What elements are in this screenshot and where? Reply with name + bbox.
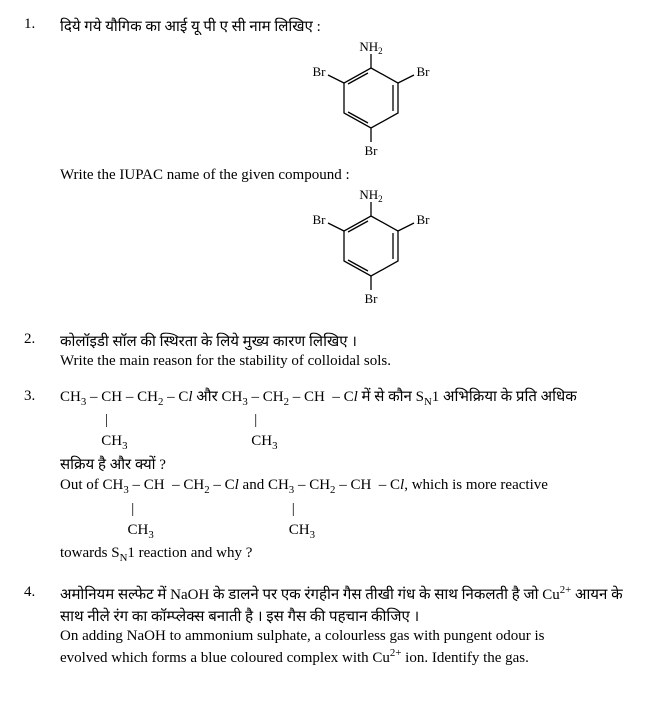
- q3-eng-ch3: CH3 CH3: [60, 521, 642, 542]
- q1-hindi: दिये गये यौगिक का आई यू पी ए सी नाम लिखि…: [60, 16, 642, 36]
- q4-eng-line2: evolved which forms a blue coloured comp…: [60, 647, 642, 667]
- question-3: 3. CH3 – CH – CH2 – Cl और CH3 – CH2 – CH…: [24, 388, 642, 568]
- q4-eng-line1: On adding NaOH to ammonium sulphate, a c…: [60, 628, 642, 645]
- svg-text:Br: Br: [365, 291, 379, 306]
- question-number: 4.: [24, 584, 60, 669]
- svg-text:Br: Br: [417, 212, 431, 227]
- tribromoaniline-structure-icon: NH2 Br Br Br: [301, 40, 441, 160]
- svg-text:Br: Br: [365, 143, 379, 158]
- svg-text:Br: Br: [313, 64, 327, 79]
- q3-hindi-line1: CH3 – CH – CH2 – Cl और CH3 – CH2 – CH – …: [60, 388, 642, 409]
- svg-text:NH2: NH2: [359, 40, 382, 56]
- q1-diagram-2: NH2 Br Br Br: [100, 188, 642, 313]
- question-number: 3.: [24, 388, 60, 568]
- question-body: दिये गये यौगिक का आई यू पी ए सी नाम लिखि…: [60, 16, 642, 315]
- svg-text:NH2: NH2: [359, 188, 382, 204]
- svg-text:Br: Br: [417, 64, 431, 79]
- question-number: 1.: [24, 16, 60, 315]
- q1-diagram-1: NH2 Br Br Br: [100, 40, 642, 165]
- question-body: CH3 – CH – CH2 – Cl और CH3 – CH2 – CH – …: [60, 388, 642, 568]
- question-2: 2. कोलॉइडी सॉल की स्थिरता के लिये मुख्य …: [24, 331, 642, 372]
- q3-eng-line4: towards SN1 reaction and why ?: [60, 544, 642, 565]
- question-4: 4. अमोनियम सल्फेट में NaOH के डालने पर ए…: [24, 584, 642, 669]
- q3-hindi-bonds: | |: [60, 411, 642, 430]
- q3-eng-line1: Out of CH3 – CH – CH2 – Cl and CH3 – CH2…: [60, 476, 642, 497]
- question-body: अमोनियम सल्फेट में NaOH के डालने पर एक र…: [60, 584, 642, 669]
- question-number: 2.: [24, 331, 60, 372]
- question-1: 1. दिये गये यौगिक का आई यू पी ए सी नाम ल…: [24, 16, 642, 315]
- svg-text:Br: Br: [313, 212, 327, 227]
- tribromoaniline-structure-icon: NH2 Br Br Br: [301, 188, 441, 308]
- q3-hindi-ch3: CH3 CH3: [60, 432, 642, 453]
- q3-eng-bonds: | |: [60, 500, 642, 519]
- q2-english: Write the main reason for the stability …: [60, 353, 642, 370]
- q1-english: Write the IUPAC name of the given compou…: [60, 167, 642, 184]
- q2-hindi: कोलॉइडी सॉल की स्थिरता के लिये मुख्य कार…: [60, 331, 642, 351]
- q4-hindi-line1: अमोनियम सल्फेट में NaOH के डालने पर एक र…: [60, 584, 642, 604]
- question-body: कोलॉइडी सॉल की स्थिरता के लिये मुख्य कार…: [60, 331, 642, 372]
- q4-hindi-line2: साथ नीले रंग का कॉम्प्लेक्स बनाती है । इ…: [60, 606, 642, 626]
- q3-hindi-line4: सक्रिय है और क्यों ?: [60, 456, 642, 475]
